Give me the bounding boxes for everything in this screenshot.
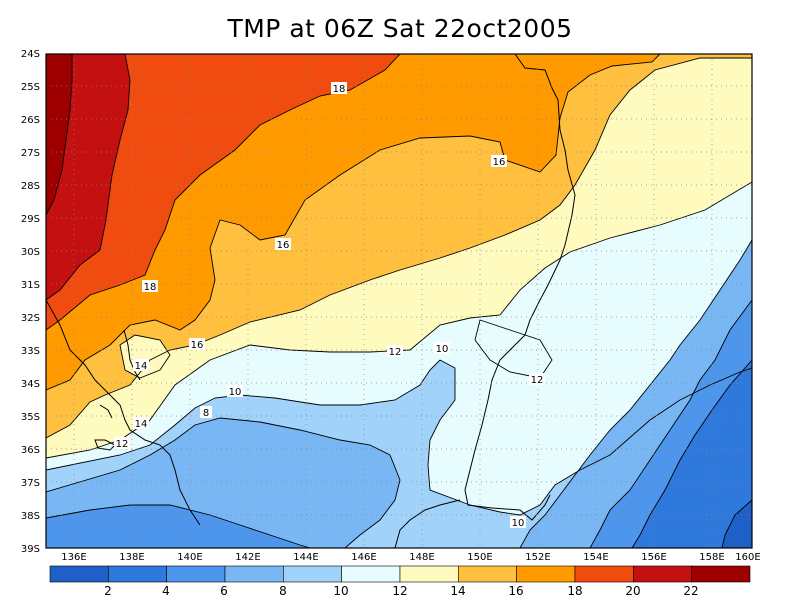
band-24-plus xyxy=(46,54,72,215)
contour-label: 12 xyxy=(529,373,545,386)
svg-text:10: 10 xyxy=(512,518,525,529)
contour-label: 10 xyxy=(227,385,243,398)
colorbar-swatch xyxy=(283,565,342,583)
svg-text:18: 18 xyxy=(144,282,157,293)
contour-label: 12 xyxy=(114,437,130,450)
lat-tick: 31S xyxy=(21,280,40,291)
colorbar-swatch xyxy=(224,565,284,583)
lat-tick: 36S xyxy=(21,445,40,456)
colorbar-label: 2 xyxy=(104,584,112,598)
svg-text:16: 16 xyxy=(277,240,290,251)
contour-label: 14 xyxy=(133,417,149,430)
contour-label: 10 xyxy=(510,516,526,529)
lat-tick: 34S xyxy=(21,379,40,390)
colorbar-swatch xyxy=(399,565,459,583)
lon-tick: 148E xyxy=(409,552,434,563)
map-title: TMP at 06Z Sat 22oct2005 xyxy=(227,14,573,43)
contour-label: 18 xyxy=(142,280,158,293)
contour-label: 16 xyxy=(189,338,205,351)
lon-tick: 150E xyxy=(467,552,492,563)
lat-tick: 30S xyxy=(21,247,40,258)
lon-tick: 160E xyxy=(735,552,760,563)
contour-label: 12 xyxy=(387,345,403,358)
colorbar xyxy=(49,565,751,583)
colorbar-label: 16 xyxy=(508,584,523,598)
colorbar-swatch xyxy=(341,565,401,583)
lat-tick: 24S xyxy=(21,49,40,60)
colorbar-swatch xyxy=(691,565,751,583)
colorbar-labels: 2 4 6 8 10 12 14 16 18 20 22 xyxy=(104,584,698,598)
contour-label: 16 xyxy=(275,238,291,251)
svg-text:16: 16 xyxy=(493,157,506,168)
lon-tick: 136E xyxy=(61,552,86,563)
lon-tick: 144E xyxy=(293,552,318,563)
lon-tick: 140E xyxy=(177,552,202,563)
colorbar-swatch xyxy=(633,565,692,583)
contour-label: 14 xyxy=(133,359,149,372)
colorbar-label: 22 xyxy=(683,584,698,598)
colorbar-label: 6 xyxy=(220,584,228,598)
lat-tick: 39S xyxy=(21,544,40,555)
svg-text:12: 12 xyxy=(389,347,402,358)
lat-tick: 38S xyxy=(21,511,40,522)
contour-lines xyxy=(46,54,752,548)
lat-tick: 32S xyxy=(21,313,40,324)
lat-tick: 33S xyxy=(21,346,40,357)
svg-text:10: 10 xyxy=(436,344,449,355)
lat-tick: 26S xyxy=(21,115,40,126)
colorbar-swatch xyxy=(49,565,109,583)
colorbar-swatch xyxy=(516,565,576,583)
contour-fill xyxy=(46,54,752,548)
contour-labels: 18 16 16 18 16 14 14 12 12 10 10 8 12 10 xyxy=(114,82,545,529)
lat-tick: 37S xyxy=(21,478,40,489)
colorbar-swatch xyxy=(574,565,634,583)
contour-label: 8 xyxy=(200,406,212,419)
lat-tick: 29S xyxy=(21,214,40,225)
band-4-6 xyxy=(46,505,310,548)
lon-tick: 142E xyxy=(235,552,260,563)
svg-text:14: 14 xyxy=(135,361,148,372)
colorbar-swatch xyxy=(166,565,226,583)
svg-text:14: 14 xyxy=(135,419,148,430)
colorbar-swatch xyxy=(108,565,167,583)
colorbar-label: 20 xyxy=(625,584,640,598)
band-4-6-south xyxy=(180,525,255,548)
lon-tick: 152E xyxy=(525,552,550,563)
lat-tick: 25S xyxy=(21,82,40,93)
colorbar-swatch xyxy=(458,565,517,583)
svg-text:12: 12 xyxy=(531,375,544,386)
svg-text:8: 8 xyxy=(203,408,209,419)
lon-tick: 156E xyxy=(641,552,666,563)
band-0-2-east xyxy=(722,500,752,548)
lon-tick: 154E xyxy=(583,552,608,563)
band-2-4-east xyxy=(632,360,752,548)
colorbar-label: 8 xyxy=(279,584,287,598)
colorbar-label: 12 xyxy=(392,584,407,598)
contour-label: 10 xyxy=(434,342,450,355)
lon-ticks: 136E 138E 140E 142E 144E 146E 148E 150E … xyxy=(61,552,760,563)
svg-text:12: 12 xyxy=(116,439,129,450)
colorbar-label: 18 xyxy=(567,584,582,598)
lat-ticks: 24S 25S 26S 27S 28S 29S 30S 31S 32S 33S … xyxy=(21,49,40,555)
contour-label: 18 xyxy=(331,82,347,95)
lon-tick: 138E xyxy=(119,552,144,563)
colorbar-label: 4 xyxy=(162,584,170,598)
lon-tick: 158E xyxy=(699,552,724,563)
lat-tick: 27S xyxy=(21,148,40,159)
contour-label: 16 xyxy=(491,155,507,168)
lat-tick: 28S xyxy=(21,181,40,192)
map-frame xyxy=(45,53,753,549)
colorbar-label: 10 xyxy=(333,584,348,598)
svg-text:10: 10 xyxy=(229,387,242,398)
coastline xyxy=(46,54,576,548)
svg-text:16: 16 xyxy=(191,340,204,351)
svg-text:18: 18 xyxy=(333,84,346,95)
lat-tick: 35S xyxy=(21,412,40,423)
lon-tick: 146E xyxy=(351,552,376,563)
band-20-22 xyxy=(46,54,400,330)
colorbar-label: 14 xyxy=(450,584,465,598)
